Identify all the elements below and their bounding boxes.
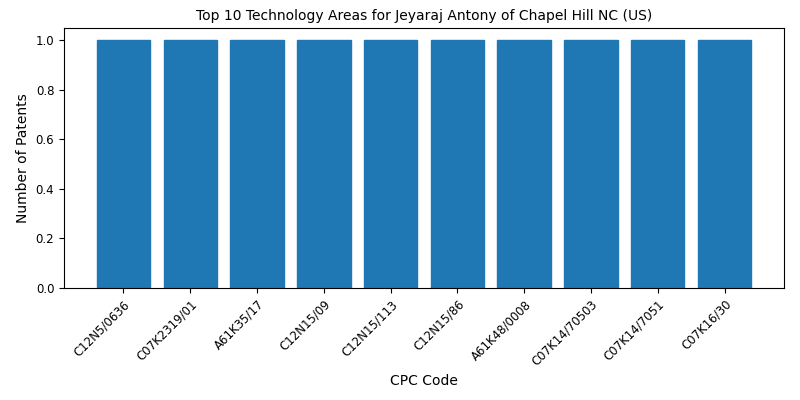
Bar (163, 40, 217, 288)
Bar (430, 40, 484, 288)
X-axis label: CPC Code: CPC Code (390, 374, 458, 388)
Bar (364, 40, 418, 288)
Bar (97, 40, 150, 288)
Bar (498, 40, 551, 288)
Bar (631, 40, 685, 288)
Y-axis label: Number of Patents: Number of Patents (16, 93, 30, 223)
Bar (698, 40, 751, 288)
Bar (297, 40, 350, 288)
Title: Top 10 Technology Areas for Jeyaraj Antony of Chapel Hill NC (US): Top 10 Technology Areas for Jeyaraj Anto… (196, 9, 652, 23)
Bar (564, 40, 618, 288)
Bar (230, 40, 284, 288)
